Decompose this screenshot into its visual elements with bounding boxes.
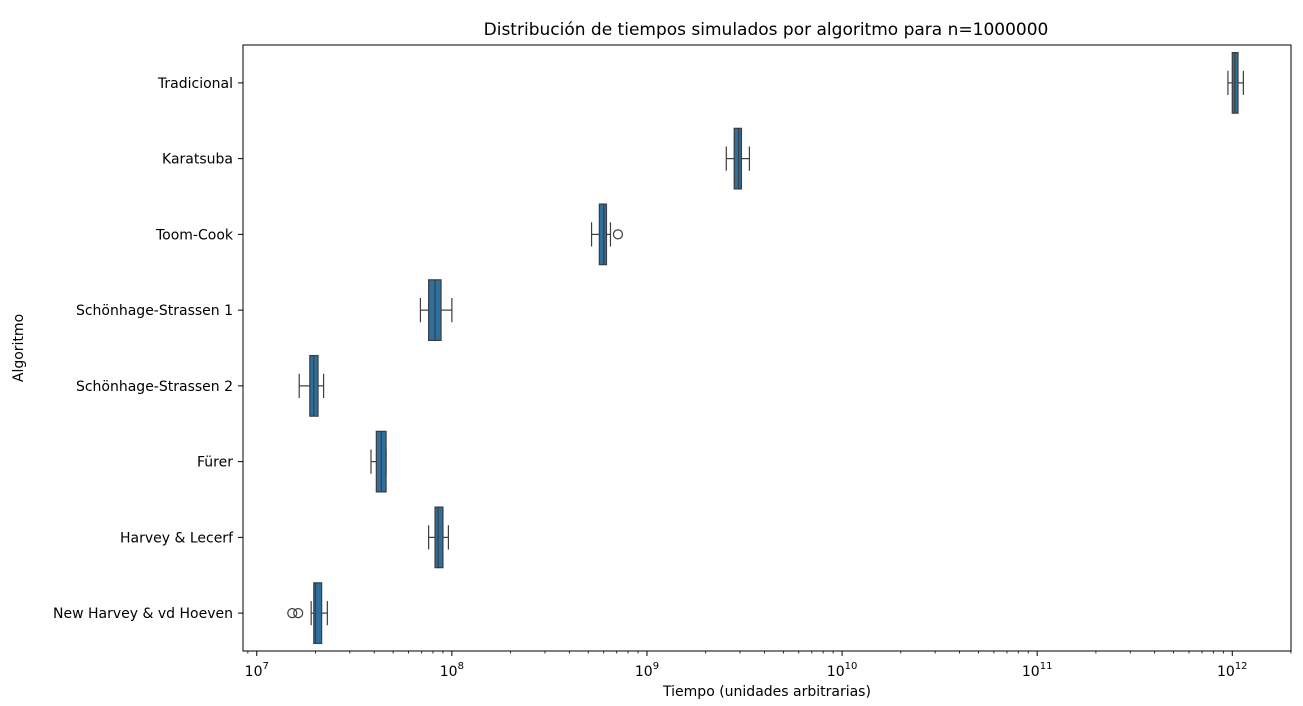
minor-ticks: [247, 651, 1292, 654]
x-tick-label: 107: [245, 661, 269, 680]
y-tick-label: Schönhage-Strassen 1: [76, 303, 233, 319]
x-tick-label: 108: [440, 661, 464, 680]
plot-area-frame: [242, 44, 1292, 652]
y-axis-ticks: Tradicional Karatsuba Toom-Cook Schönhage-S…: [53, 76, 243, 622]
box-6: [428, 506, 450, 569]
y-tick-label: Schönhage-Strassen 2: [76, 379, 233, 395]
x-tick-label: 1011: [1022, 661, 1053, 680]
y-tick-label: Harvey & Lecerf: [120, 530, 234, 546]
outlier-point: [287, 608, 298, 619]
y-axis-title: Algoritmo: [11, 314, 27, 382]
boxes: [287, 51, 1244, 645]
box-1: [725, 127, 751, 190]
chart-title: Distribución de tiempos simulados por al…: [484, 20, 1049, 40]
box-3: [419, 279, 453, 342]
x-axis-ticks: 107 108 109 1010 1011 1012: [245, 651, 1248, 680]
iqr-box: [733, 127, 743, 190]
x-tick-label: 1010: [827, 661, 858, 680]
box-0: [1227, 51, 1244, 114]
box-7: [287, 582, 328, 645]
y-tick-label: Tradicional: [157, 76, 233, 92]
box-5: [370, 430, 387, 493]
outlier-point: [612, 229, 624, 240]
box-2: [590, 203, 624, 266]
box-4: [298, 354, 325, 417]
x-tick-label: 1012: [1217, 661, 1248, 680]
iqr-box: [313, 582, 323, 645]
x-axis-title: Tiempo (unidades arbitrarias): [662, 684, 871, 700]
x-tick-label: 109: [635, 661, 659, 680]
outlier-point: [293, 608, 304, 619]
iqr-box: [434, 506, 444, 569]
y-tick-label: Toom-Cook: [155, 227, 234, 243]
iqr-box: [598, 203, 608, 266]
y-tick-label: Fürer: [197, 455, 233, 471]
y-tick-label: New Harvey & vd Hoeven: [53, 606, 233, 622]
y-tick-label: Karatsuba: [162, 152, 233, 168]
